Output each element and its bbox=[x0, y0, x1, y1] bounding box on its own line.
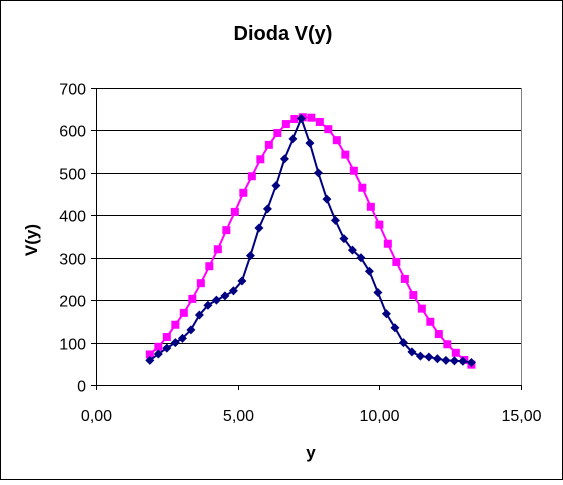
data-point bbox=[264, 140, 273, 149]
x-tick-label: 5,00 bbox=[223, 408, 254, 425]
x-tick-label: 0,00 bbox=[81, 408, 112, 425]
data-point bbox=[330, 215, 340, 225]
data-point bbox=[458, 356, 468, 366]
data-point bbox=[288, 134, 298, 144]
data-point bbox=[364, 266, 374, 276]
ticks: 0 100 200 300 400 500 600 700 0,00 5,00 10,00 15,00 bbox=[59, 82, 541, 426]
data-point bbox=[324, 125, 333, 134]
data-point bbox=[409, 291, 418, 300]
data-point bbox=[145, 355, 155, 365]
data-point bbox=[211, 295, 221, 305]
data-point bbox=[194, 310, 204, 320]
data-point bbox=[383, 239, 392, 248]
data-point bbox=[271, 181, 281, 191]
data-point bbox=[237, 276, 247, 286]
axes bbox=[96, 88, 521, 386]
data-point bbox=[262, 204, 272, 214]
plot-area bbox=[96, 88, 522, 386]
data-point bbox=[171, 320, 180, 329]
data-point bbox=[400, 274, 409, 283]
x-tick-label: 15,00 bbox=[501, 408, 541, 425]
series bbox=[145, 113, 476, 369]
y-tick-label: 700 bbox=[59, 82, 86, 99]
data-point bbox=[466, 358, 476, 368]
data-point bbox=[349, 166, 358, 175]
data-point bbox=[315, 117, 324, 126]
y-tick-label: 100 bbox=[59, 337, 86, 354]
data-point bbox=[245, 251, 255, 261]
y-tick-label: 200 bbox=[59, 294, 86, 311]
data-point bbox=[296, 114, 306, 124]
data-point bbox=[390, 323, 400, 333]
data-point bbox=[441, 355, 451, 365]
data-point bbox=[392, 257, 401, 266]
data-point bbox=[305, 138, 315, 148]
data-point bbox=[407, 347, 417, 357]
y-tick-label: 400 bbox=[59, 209, 86, 226]
data-point bbox=[230, 207, 239, 216]
chart-title: Dioda V(y) bbox=[234, 23, 333, 45]
data-point bbox=[290, 114, 299, 123]
data-point bbox=[443, 340, 452, 349]
data-point bbox=[228, 286, 238, 296]
data-point bbox=[332, 136, 341, 145]
x-axis-title: y bbox=[306, 443, 316, 462]
data-point bbox=[162, 343, 172, 353]
x-tick-label: 10,00 bbox=[359, 408, 399, 425]
data-point bbox=[417, 304, 426, 313]
data-point bbox=[432, 354, 442, 364]
y-axis-title: V(y) bbox=[22, 224, 41, 256]
data-point bbox=[213, 245, 222, 254]
data-point bbox=[273, 128, 282, 137]
data-point bbox=[170, 338, 180, 348]
data-point bbox=[196, 279, 205, 288]
data-point bbox=[341, 150, 350, 159]
data-point bbox=[358, 183, 367, 192]
series-1 bbox=[145, 113, 476, 369]
data-point bbox=[381, 309, 391, 319]
data-point bbox=[356, 253, 366, 263]
data-point bbox=[188, 294, 197, 303]
data-point bbox=[281, 120, 290, 129]
data-point bbox=[373, 287, 383, 298]
data-point bbox=[256, 155, 265, 164]
data-point bbox=[222, 226, 231, 235]
data-point bbox=[424, 352, 434, 362]
data-point bbox=[162, 333, 171, 342]
data-point bbox=[279, 154, 289, 164]
data-point bbox=[254, 223, 264, 233]
y-tick-label: 500 bbox=[59, 167, 86, 184]
data-point bbox=[153, 349, 163, 359]
data-point bbox=[154, 342, 163, 351]
data-point bbox=[203, 300, 213, 310]
data-point bbox=[247, 172, 256, 181]
data-point bbox=[322, 194, 332, 204]
data-point bbox=[434, 330, 443, 339]
data-point bbox=[177, 333, 187, 343]
data-point bbox=[313, 168, 323, 178]
data-point bbox=[415, 351, 425, 361]
y-tick-label: 600 bbox=[59, 124, 86, 141]
data-point bbox=[426, 317, 435, 326]
data-point bbox=[451, 348, 460, 357]
data-point bbox=[347, 245, 357, 255]
y-tick-label: 300 bbox=[59, 252, 86, 269]
data-point bbox=[205, 262, 214, 271]
data-point bbox=[449, 356, 459, 366]
series-2 bbox=[145, 114, 476, 368]
data-point bbox=[366, 202, 375, 211]
data-point bbox=[398, 338, 408, 348]
y-tick-label: 0 bbox=[77, 379, 86, 396]
data-point bbox=[186, 325, 196, 335]
data-point bbox=[307, 113, 316, 122]
data-point bbox=[179, 308, 188, 317]
data-point bbox=[220, 291, 230, 301]
data-point bbox=[339, 234, 349, 244]
data-point bbox=[239, 188, 248, 197]
data-point bbox=[375, 220, 384, 229]
